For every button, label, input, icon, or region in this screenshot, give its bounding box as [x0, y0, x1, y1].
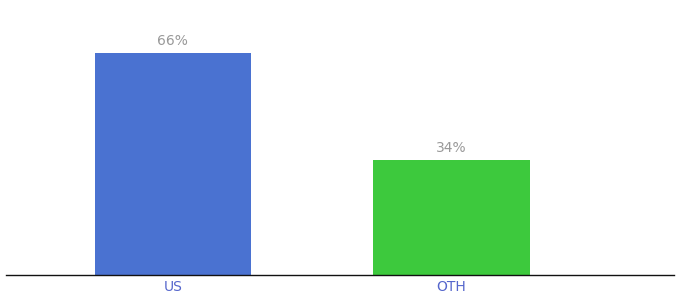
- Text: 34%: 34%: [436, 141, 466, 155]
- Bar: [95, 53, 251, 275]
- Text: 66%: 66%: [157, 34, 188, 48]
- Bar: [373, 160, 530, 275]
